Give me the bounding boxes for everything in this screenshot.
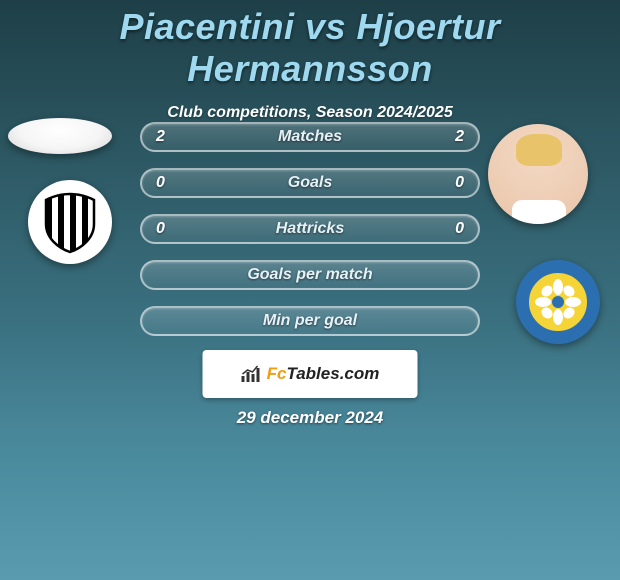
brand-text: FcTables.com <box>267 364 380 384</box>
stat-row-min-per-goal: Min per goal <box>140 306 480 336</box>
stat-row-hattricks: 0 Hattricks 0 <box>140 214 480 244</box>
player2-avatar <box>488 124 588 224</box>
comparison-date: 29 december 2024 <box>0 408 620 428</box>
stats-comparison: 2 Matches 2 0 Goals 0 0 Hattricks 0 Goal… <box>140 122 480 336</box>
stat-right-value: 2 <box>455 128 464 146</box>
stat-row-goals: 0 Goals 0 <box>140 168 480 198</box>
brand-prefix: Fc <box>267 364 287 383</box>
stat-right-value: 0 <box>455 174 464 192</box>
brand-watermark: FcTables.com <box>203 350 418 398</box>
club-flower-icon <box>534 278 582 326</box>
page-subtitle: Club competitions, Season 2024/2025 <box>0 104 620 122</box>
brand-main: Tables <box>286 364 339 383</box>
player2-club-badge <box>516 260 600 344</box>
stat-left-value: 2 <box>156 128 165 146</box>
stat-label: Goals per match <box>247 266 372 284</box>
stat-left-value: 0 <box>156 174 165 192</box>
club-crest-icon <box>38 190 102 254</box>
page-title: Piacentini vs Hjoertur Hermannsson <box>0 0 620 90</box>
stat-right-value: 0 <box>455 220 464 238</box>
player1-club-badge <box>28 180 112 264</box>
stat-label: Min per goal <box>263 312 357 330</box>
stat-left-value: 0 <box>156 220 165 238</box>
stat-label: Matches <box>278 128 342 146</box>
bar-chart-icon <box>241 365 263 383</box>
player1-avatar <box>8 118 112 154</box>
brand-suffix: .com <box>340 364 380 383</box>
stat-row-goals-per-match: Goals per match <box>140 260 480 290</box>
stat-label: Hattricks <box>276 220 344 238</box>
stat-row-matches: 2 Matches 2 <box>140 122 480 152</box>
stat-label: Goals <box>288 174 332 192</box>
